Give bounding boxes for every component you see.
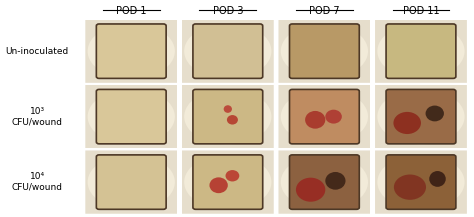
Ellipse shape bbox=[394, 174, 426, 200]
FancyBboxPatch shape bbox=[85, 20, 177, 83]
FancyBboxPatch shape bbox=[290, 89, 359, 144]
Text: POD 3: POD 3 bbox=[212, 5, 243, 16]
FancyBboxPatch shape bbox=[375, 20, 467, 83]
FancyBboxPatch shape bbox=[279, 20, 370, 83]
Text: POD 1: POD 1 bbox=[116, 5, 146, 16]
FancyBboxPatch shape bbox=[279, 150, 370, 214]
Ellipse shape bbox=[296, 178, 325, 202]
Ellipse shape bbox=[426, 105, 444, 121]
Ellipse shape bbox=[88, 154, 175, 210]
FancyBboxPatch shape bbox=[375, 85, 467, 148]
FancyBboxPatch shape bbox=[290, 155, 359, 209]
Text: POD 1: POD 1 bbox=[116, 5, 146, 16]
Ellipse shape bbox=[325, 110, 342, 124]
FancyBboxPatch shape bbox=[182, 20, 273, 83]
FancyBboxPatch shape bbox=[386, 89, 456, 144]
Text: 10³
CFU/wound: 10³ CFU/wound bbox=[12, 107, 63, 126]
Ellipse shape bbox=[325, 172, 346, 190]
Ellipse shape bbox=[210, 177, 228, 193]
Ellipse shape bbox=[429, 171, 446, 187]
FancyBboxPatch shape bbox=[386, 24, 456, 78]
Ellipse shape bbox=[184, 89, 272, 145]
Ellipse shape bbox=[393, 112, 421, 134]
FancyBboxPatch shape bbox=[85, 85, 177, 148]
Ellipse shape bbox=[184, 23, 272, 79]
Ellipse shape bbox=[305, 111, 325, 129]
Text: 10⁴
CFU/wound: 10⁴ CFU/wound bbox=[12, 172, 63, 192]
Ellipse shape bbox=[377, 154, 465, 210]
FancyBboxPatch shape bbox=[96, 89, 166, 144]
Text: POD 11: POD 11 bbox=[402, 5, 439, 16]
FancyBboxPatch shape bbox=[85, 150, 177, 214]
Text: POD 7: POD 7 bbox=[309, 5, 340, 16]
FancyBboxPatch shape bbox=[193, 155, 263, 209]
FancyBboxPatch shape bbox=[193, 24, 263, 78]
Text: POD 7: POD 7 bbox=[309, 5, 340, 16]
FancyBboxPatch shape bbox=[96, 24, 166, 78]
FancyBboxPatch shape bbox=[290, 24, 359, 78]
FancyBboxPatch shape bbox=[279, 85, 370, 148]
FancyBboxPatch shape bbox=[375, 150, 467, 214]
FancyBboxPatch shape bbox=[96, 155, 166, 209]
Ellipse shape bbox=[281, 23, 368, 79]
Ellipse shape bbox=[224, 105, 232, 113]
FancyBboxPatch shape bbox=[386, 155, 456, 209]
Ellipse shape bbox=[377, 89, 465, 145]
Ellipse shape bbox=[226, 170, 239, 181]
FancyBboxPatch shape bbox=[182, 85, 273, 148]
Ellipse shape bbox=[281, 154, 368, 210]
Ellipse shape bbox=[184, 154, 272, 210]
FancyBboxPatch shape bbox=[193, 89, 263, 144]
Ellipse shape bbox=[281, 89, 368, 145]
Text: Un-inoculated: Un-inoculated bbox=[6, 47, 69, 56]
FancyBboxPatch shape bbox=[182, 150, 273, 214]
Ellipse shape bbox=[377, 23, 465, 79]
Text: POD 11: POD 11 bbox=[402, 5, 439, 16]
Ellipse shape bbox=[88, 23, 175, 79]
Ellipse shape bbox=[227, 115, 238, 125]
Text: POD 3: POD 3 bbox=[212, 5, 243, 16]
Ellipse shape bbox=[88, 89, 175, 145]
